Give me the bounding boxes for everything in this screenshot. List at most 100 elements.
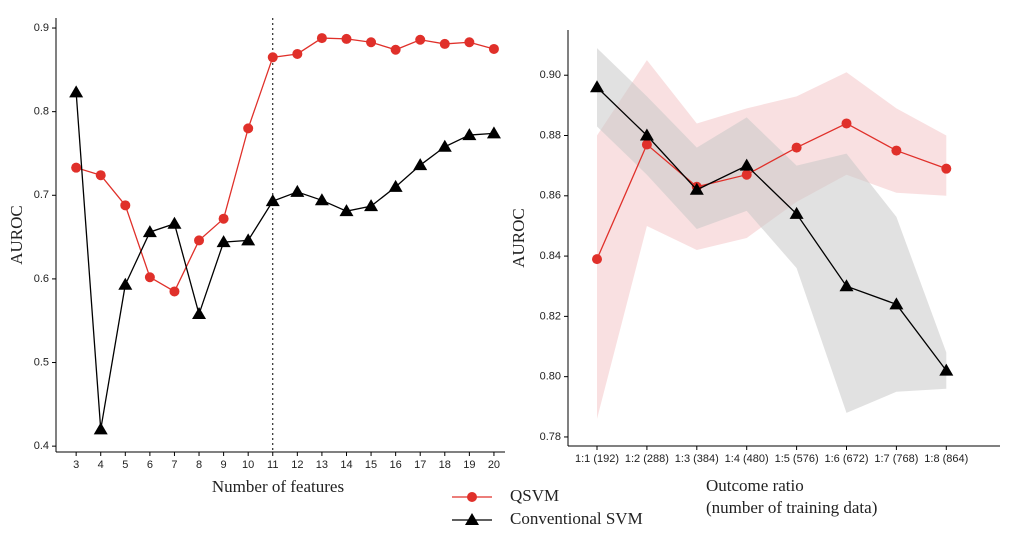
x-axis-label: Number of features xyxy=(212,477,344,496)
point xyxy=(93,422,108,435)
point xyxy=(439,38,450,49)
x-tick-label: 18 xyxy=(439,459,451,471)
point xyxy=(290,184,305,197)
point xyxy=(639,128,654,141)
y-tick-label: 0.88 xyxy=(540,129,561,141)
point xyxy=(218,213,229,224)
point xyxy=(292,48,303,59)
x-tick-label: 1:8 (864) xyxy=(924,453,968,465)
x-tick-label: 7 xyxy=(171,459,177,471)
point xyxy=(364,199,379,212)
x-tick-label: 1:1 (192) xyxy=(575,453,619,465)
point xyxy=(118,277,133,290)
x-tick-label: 20 xyxy=(488,459,500,471)
confidence-band xyxy=(597,48,947,413)
point xyxy=(841,118,852,129)
y-tick-label: 0.9 xyxy=(34,22,49,34)
point xyxy=(265,194,280,207)
point xyxy=(791,142,802,153)
point xyxy=(413,158,428,171)
point xyxy=(339,204,354,217)
point xyxy=(169,286,180,297)
legend-marker xyxy=(465,513,479,525)
x-axis-label: Outcome ratio xyxy=(706,476,804,495)
point xyxy=(95,170,106,181)
point xyxy=(314,193,329,206)
point xyxy=(415,34,426,45)
point xyxy=(741,169,752,180)
point xyxy=(194,235,205,246)
point xyxy=(167,216,182,229)
x-tick-label: 1:4 (480) xyxy=(725,453,769,465)
point xyxy=(641,139,652,150)
point xyxy=(71,162,82,173)
point xyxy=(241,233,256,246)
x-tick-label: 4 xyxy=(98,459,104,471)
point xyxy=(341,33,352,44)
legend-label: Conventional SVM xyxy=(510,509,643,528)
x-tick-label: 13 xyxy=(316,459,328,471)
point xyxy=(739,158,754,171)
point xyxy=(144,272,155,283)
x-tick-label: 6 xyxy=(147,459,153,471)
point xyxy=(267,52,278,63)
y-axis-label: AUROC xyxy=(509,208,528,268)
x-tick-label: 17 xyxy=(414,459,426,471)
y-tick-label: 0.5 xyxy=(34,356,49,368)
x-tick-label: 3 xyxy=(73,459,79,471)
y-tick-label: 0.86 xyxy=(540,190,561,202)
x-tick-label: 8 xyxy=(196,459,202,471)
legend-marker xyxy=(467,492,477,502)
point xyxy=(592,254,602,265)
y-axis-label: AUROC xyxy=(7,205,26,265)
point xyxy=(941,163,952,174)
y-tick-label: 0.6 xyxy=(34,273,49,285)
series-line xyxy=(75,92,494,430)
x-tick-label: 1:7 (768) xyxy=(874,453,918,465)
y-tick-label: 0.78 xyxy=(540,431,561,443)
x-tick-label: 1:6 (672) xyxy=(824,453,868,465)
point xyxy=(316,33,327,44)
point xyxy=(839,279,854,292)
point xyxy=(216,235,231,248)
point xyxy=(889,297,904,310)
x-tick-label: 19 xyxy=(463,459,475,471)
x-tick-label: 5 xyxy=(122,459,128,471)
y-tick-label: 0.4 xyxy=(34,440,49,452)
point xyxy=(939,363,954,376)
point xyxy=(590,80,604,93)
x-tick-label: 9 xyxy=(221,459,227,471)
x-tick-label: 1:2 (288) xyxy=(625,453,669,465)
point xyxy=(464,37,475,48)
x-tick-label: 1:5 (576) xyxy=(775,453,819,465)
point xyxy=(142,225,157,238)
point xyxy=(789,206,804,219)
point xyxy=(462,128,477,141)
series-line xyxy=(596,86,947,372)
x-tick-label: 10 xyxy=(242,459,254,471)
x-tick-label: 14 xyxy=(340,459,352,471)
x-tick-label: 16 xyxy=(390,459,402,471)
x-tick-label: 11 xyxy=(267,459,278,471)
series-line xyxy=(75,37,495,293)
legend-label: QSVM xyxy=(510,486,559,505)
point xyxy=(243,123,254,134)
point xyxy=(486,126,501,139)
point xyxy=(390,44,401,55)
point xyxy=(437,139,452,152)
point xyxy=(120,200,131,211)
point xyxy=(891,145,902,156)
y-tick-label: 0.7 xyxy=(34,189,49,201)
point xyxy=(689,182,704,195)
x-tick-label: 12 xyxy=(291,459,303,471)
y-tick-label: 0.82 xyxy=(540,310,561,322)
x-tick-label: 1:3 (384) xyxy=(675,453,719,465)
point xyxy=(388,179,403,192)
point xyxy=(366,37,377,48)
point xyxy=(192,307,207,320)
x-tick-label: 15 xyxy=(365,459,377,471)
y-tick-label: 0.8 xyxy=(34,106,49,118)
point xyxy=(69,85,84,98)
point xyxy=(488,43,499,54)
